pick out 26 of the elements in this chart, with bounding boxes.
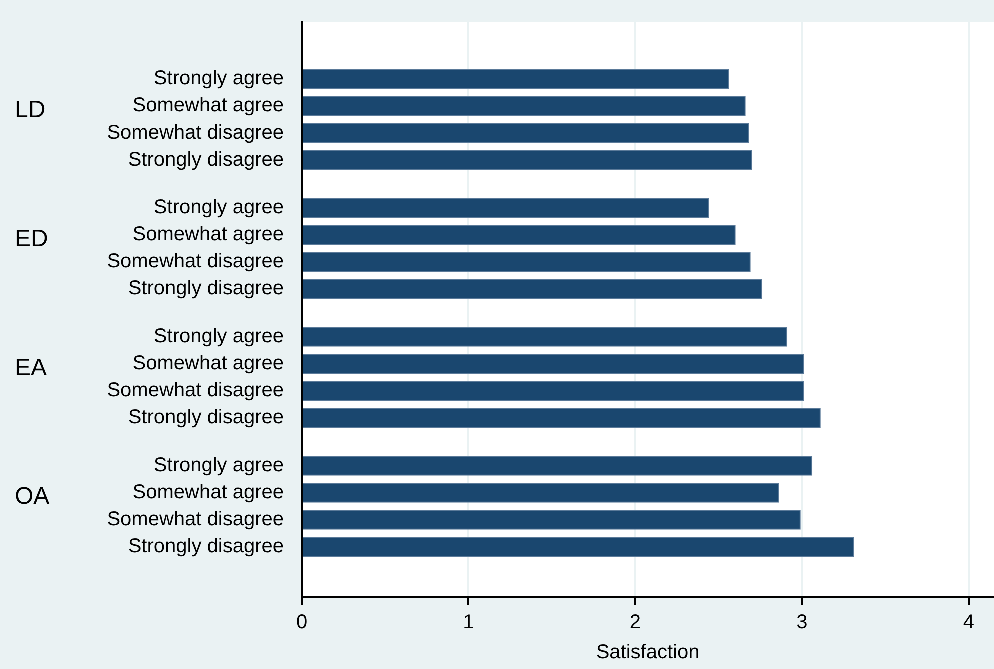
y-tick-label: Strongly disagree (128, 148, 284, 171)
y-tick-label: Strongly disagree (128, 536, 284, 558)
y-tick-label: Strongly agree (154, 326, 284, 348)
y-tick-label: Somewhat disagree (107, 122, 284, 144)
text: EA (15, 354, 48, 382)
y-tick-label: Somewhat agree (132, 352, 284, 375)
y-tick-label: Strongly agree (154, 68, 284, 90)
y-tick-label: Somewhat disagree (107, 380, 284, 402)
y-tick-label: Somewhat agree (132, 224, 284, 246)
text: OA (15, 483, 50, 510)
y-tick-label: Strongly disagree (128, 406, 284, 429)
x-tick-label: 2 (630, 612, 642, 634)
y-tick-label: Somewhat agree (132, 94, 284, 117)
x-tick-label: 3 (796, 612, 808, 634)
y-tick-label: Strongly agree (154, 454, 284, 477)
text: LD (15, 96, 46, 124)
x-tick-label: 1 (463, 612, 474, 634)
text: ED (15, 225, 48, 252)
y-tick-label: Somewhat agree (132, 482, 284, 504)
y-tick-label: Somewhat disagree (107, 250, 284, 273)
x-tick-label: 0 (296, 612, 308, 634)
x-tick-label: 4 (963, 612, 975, 634)
y-tick-label: Somewhat disagree (107, 508, 284, 531)
y-tick-label: Strongly agree (154, 196, 284, 219)
x-axis-title: Satisfaction (596, 642, 700, 664)
y-tick-label: Strongly disagree (128, 278, 284, 300)
